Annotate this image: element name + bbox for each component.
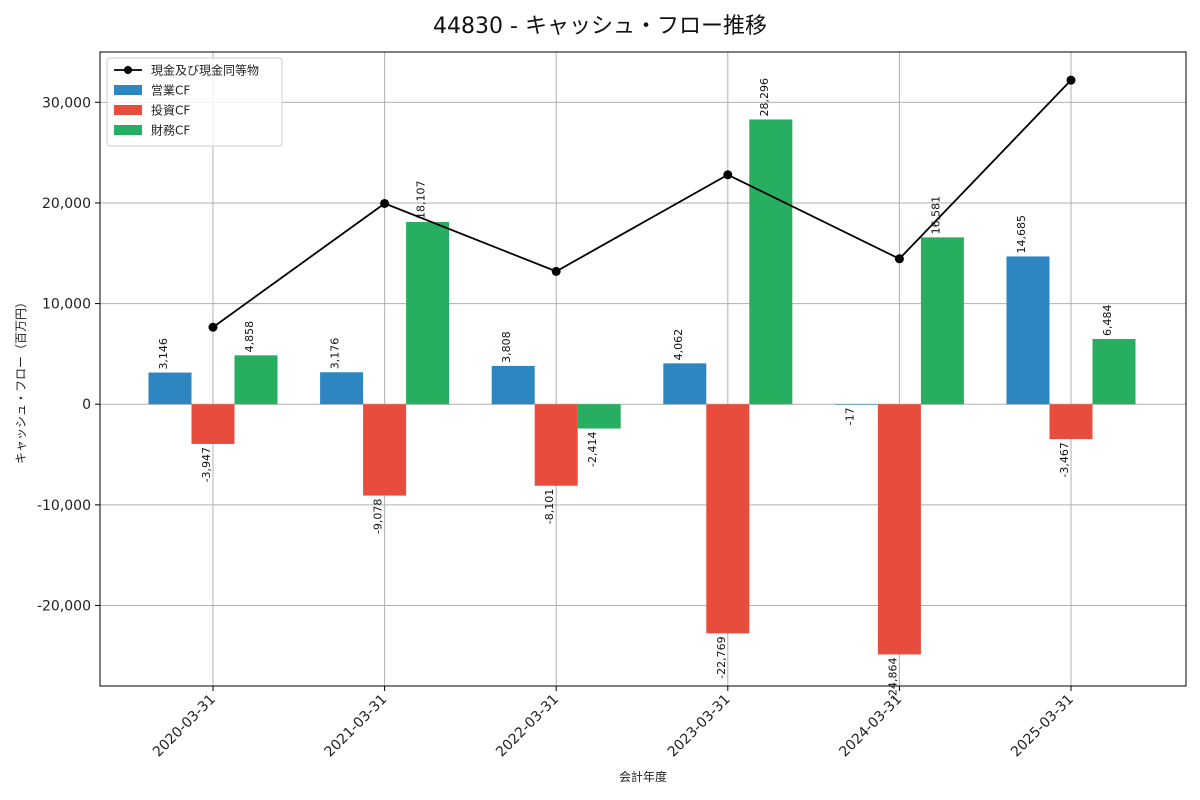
cash-line-path [212,79,1072,328]
data-label: 28,296 [758,78,771,117]
bar-4-series-2 [706,404,750,634]
legend-box [106,57,283,147]
data-label: -22,769 [715,636,728,678]
bar-3-series-2 [534,404,578,486]
y-tick-label: 10,000 [42,297,91,313]
legend-swatch [114,85,142,95]
data-label: -17 [843,407,856,425]
bar-1-series-3 [234,355,278,405]
bar-3-series-3 [577,404,621,429]
cash-point-6 [1066,75,1076,85]
bar-2-series-2 [363,404,407,496]
y-tick-label: 0 [82,397,91,413]
bar-2-series-3 [406,222,450,405]
cash-point-1 [208,322,218,332]
data-label: 16,581 [929,196,942,235]
data-label: 3,808 [500,331,513,363]
bar-1-series-2 [191,404,235,444]
data-label: -8,101 [543,489,556,524]
data-label: -3,467 [1058,442,1071,477]
bar-4-series-1 [663,363,707,405]
cash-line [208,75,1076,332]
data-label: -9,078 [372,499,385,534]
legend-swatch [114,105,142,115]
cash-point-4 [723,170,733,180]
bar-6-series-2 [1049,404,1093,440]
data-label: 4,062 [672,329,685,361]
y-tick-label: -20,000 [37,598,91,614]
data-label: 18,107 [415,181,428,220]
bar-6-series-1 [1006,256,1050,405]
bar-5-series-3 [920,237,964,405]
y-tick-label: 30,000 [42,95,91,111]
bar-4-series-3 [749,119,793,405]
data-label: 14,685 [1015,215,1028,254]
legend-label: 投資CF [151,103,190,118]
bars [148,119,1136,655]
plot-frame [99,51,1187,687]
legend-label: 財務CF [151,123,190,138]
bar-3-series-1 [491,365,535,405]
legend-swatch [114,125,142,135]
data-labels: 3,146 3,176 3,808 4,062 -17 14,685 -3,947 -9,07… [157,78,1114,700]
bar-2-series-1 [320,372,364,405]
legend-marker [124,66,132,74]
cash-point-3 [551,266,561,276]
bar-5-series-1 [834,404,878,405]
bar-1-series-1 [148,372,192,405]
data-label: 3,146 [157,338,170,370]
legend-label: 現金及び現金同等物 [151,63,259,78]
y-axis-label: キャッシュ・フロー（百万円） [14,296,28,464]
x-axis-label: 会計年度 [619,769,667,784]
data-label: -24,864 [886,657,899,699]
legend-label: 営業CF [151,84,190,98]
y-tick-label: 20,000 [42,196,91,212]
chart-title: 44830 - キャッシュ・フロー推移 [433,14,767,39]
data-label: 6,484 [1101,304,1114,336]
cash-point-2 [380,198,390,208]
bar-6-series-3 [1092,338,1136,405]
cash-point-5 [894,254,904,264]
data-label: -3,947 [200,447,213,482]
data-label: 4,858 [243,321,256,353]
data-label: -2,414 [586,432,599,467]
y-tick-label: -10,000 [37,498,91,514]
bar-5-series-2 [877,404,921,655]
data-label: 3,176 [329,338,342,370]
